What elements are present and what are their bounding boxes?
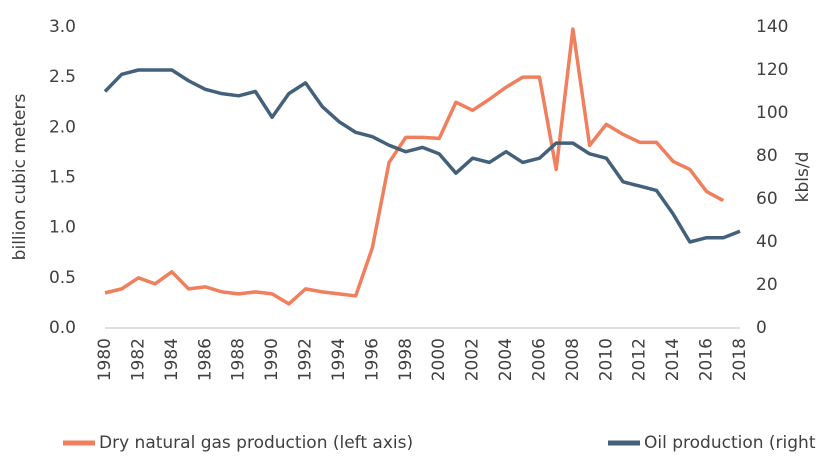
series-line [104,27,725,306]
x-tick-label: 2014 [663,338,683,381]
legend-label: Dry natural gas production (left axis) [99,433,413,453]
y2-tick-label: 80 [756,146,778,166]
x-tick-label: 2002 [463,338,483,381]
x-tick-label: 2000 [429,338,449,381]
legend-label: Oil production (right axis) [644,433,817,453]
x-tick-label: 2010 [596,338,616,381]
y2-tick-label: 100 [756,103,788,123]
y2-tick-label: 20 [756,275,778,295]
y2-axis-label: kbls/d [793,152,813,203]
x-tick-label: 1990 [262,338,282,381]
y2-tick-label: 60 [756,189,778,209]
x-tick-label: 1994 [329,338,349,381]
y2-tick-label: 0 [756,318,767,338]
y-tick-label: 1.0 [49,218,76,238]
series-line [103,68,741,244]
x-tick-label: 1988 [229,338,249,381]
y-tick-label: 2.5 [49,67,76,87]
x-tick-label: 2008 [563,338,583,381]
y2-tick-label: 140 [756,17,788,37]
y2-tick-label: 120 [756,60,788,80]
y-axis-label: billion cubic meters [10,94,30,261]
x-tick-label: 2004 [496,338,516,381]
x-tick-label: 2006 [529,338,549,381]
x-tick-label: 1996 [362,338,382,381]
x-tick-label: 2016 [697,338,717,381]
y-tick-label: 0.0 [49,318,76,338]
x-tick-label: 1980 [95,338,115,381]
x-tick-label: 1982 [128,338,148,381]
y-tick-label: 2.0 [49,117,76,137]
y2-tick-label: 40 [756,232,778,252]
x-tick-label: 2018 [730,338,750,381]
x-tick-label: 1998 [396,338,416,381]
y-tick-label: 3.0 [49,17,76,37]
x-tick-label: 1986 [195,338,215,381]
x-tick-label: 2012 [630,338,650,381]
x-tick-label: 1992 [296,338,316,381]
x-tick-label: 1984 [162,338,182,381]
y-tick-label: 1.5 [49,168,76,188]
y-tick-label: 0.5 [49,268,76,288]
